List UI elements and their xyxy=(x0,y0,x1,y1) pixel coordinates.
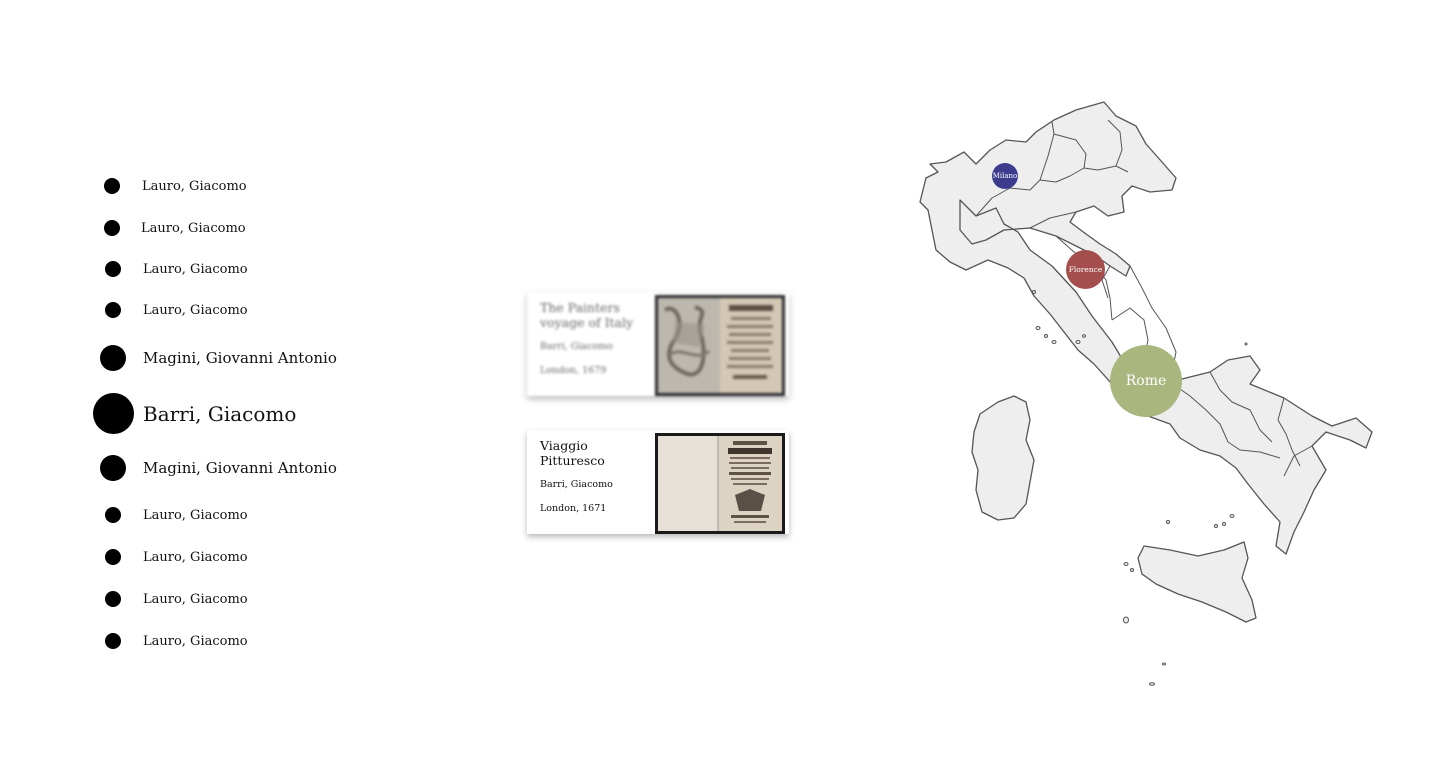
author-name: Lauro, Giacomo xyxy=(143,507,248,523)
author-name: Lauro, Giacomo xyxy=(143,549,248,565)
author-marker-icon xyxy=(100,345,126,371)
book-author: Barri, Giacomo xyxy=(540,479,613,490)
book-title: Viaggio Pitturesco xyxy=(540,438,605,468)
book-info: The Painters voyage of Italy Barri, Giac… xyxy=(540,300,648,376)
author-item[interactable]: Lauro, Giacomo xyxy=(104,178,247,194)
author-marker-icon xyxy=(105,549,121,565)
city-label: Florence xyxy=(1068,265,1103,274)
book-card[interactable]: Viaggio Pitturesco Barri, Giacomo London… xyxy=(527,430,789,534)
author-marker-icon xyxy=(104,220,120,236)
book-author: Barri, Giacomo xyxy=(540,341,613,352)
author-item[interactable]: Lauro, Giacomo xyxy=(105,633,248,649)
author-name: Lauro, Giacomo xyxy=(142,178,247,194)
book-info: Viaggio Pitturesco Barri, Giacomo London… xyxy=(540,438,648,514)
author-marker-icon xyxy=(100,455,126,481)
italy-outline xyxy=(919,101,1373,686)
author-item[interactable]: Magini, Giovanni Antonio xyxy=(100,345,337,371)
author-name: Magini, Giovanni Antonio xyxy=(143,349,337,367)
book-cover-image xyxy=(655,295,785,396)
city-label: Milano xyxy=(992,172,1018,180)
author-name: Barri, Giacomo xyxy=(143,401,297,426)
book-title: The Painters voyage of Italy xyxy=(540,300,634,330)
author-marker-icon xyxy=(104,178,120,194)
author-marker-icon xyxy=(105,633,121,649)
author-item[interactable]: Magini, Giovanni Antonio xyxy=(100,455,337,481)
author-name: Lauro, Giacomo xyxy=(143,302,248,318)
author-item[interactable]: Lauro, Giacomo xyxy=(105,549,248,565)
author-name: Magini, Giovanni Antonio xyxy=(143,459,337,477)
author-item[interactable]: Lauro, Giacomo xyxy=(105,302,248,318)
author-marker-icon xyxy=(105,261,121,277)
city-label: Rome xyxy=(1125,373,1167,389)
author-list: Lauro, Giacomo Lauro, Giacomo Lauro, Gia… xyxy=(0,0,480,758)
author-marker-icon xyxy=(105,507,121,523)
author-item[interactable]: Lauro, Giacomo xyxy=(105,261,248,277)
city-marker-florence[interactable]: Florence xyxy=(1066,250,1105,289)
author-marker-icon xyxy=(105,302,121,318)
book-place-date: London, 1671 xyxy=(540,503,607,514)
author-item[interactable]: Lauro, Giacomo xyxy=(104,220,246,236)
book-place-date: London, 1679 xyxy=(540,365,607,376)
book-cover-image xyxy=(655,433,785,534)
author-item-selected[interactable]: Barri, Giacomo xyxy=(93,393,296,434)
author-name: Lauro, Giacomo xyxy=(143,591,248,607)
city-marker-rome[interactable]: Rome xyxy=(1110,345,1182,417)
author-marker-icon xyxy=(105,591,121,607)
author-name: Lauro, Giacomo xyxy=(141,220,246,236)
author-name: Lauro, Giacomo xyxy=(143,633,248,649)
book-card[interactable]: The Painters voyage of Italy Barri, Giac… xyxy=(527,292,789,396)
author-item[interactable]: Lauro, Giacomo xyxy=(105,507,248,523)
city-marker-milano[interactable]: Milano xyxy=(992,163,1018,189)
italy-map: Milano Florence Rome xyxy=(880,80,1400,720)
author-marker-icon xyxy=(93,393,134,434)
author-item[interactable]: Lauro, Giacomo xyxy=(105,591,248,607)
author-name: Lauro, Giacomo xyxy=(143,261,248,277)
